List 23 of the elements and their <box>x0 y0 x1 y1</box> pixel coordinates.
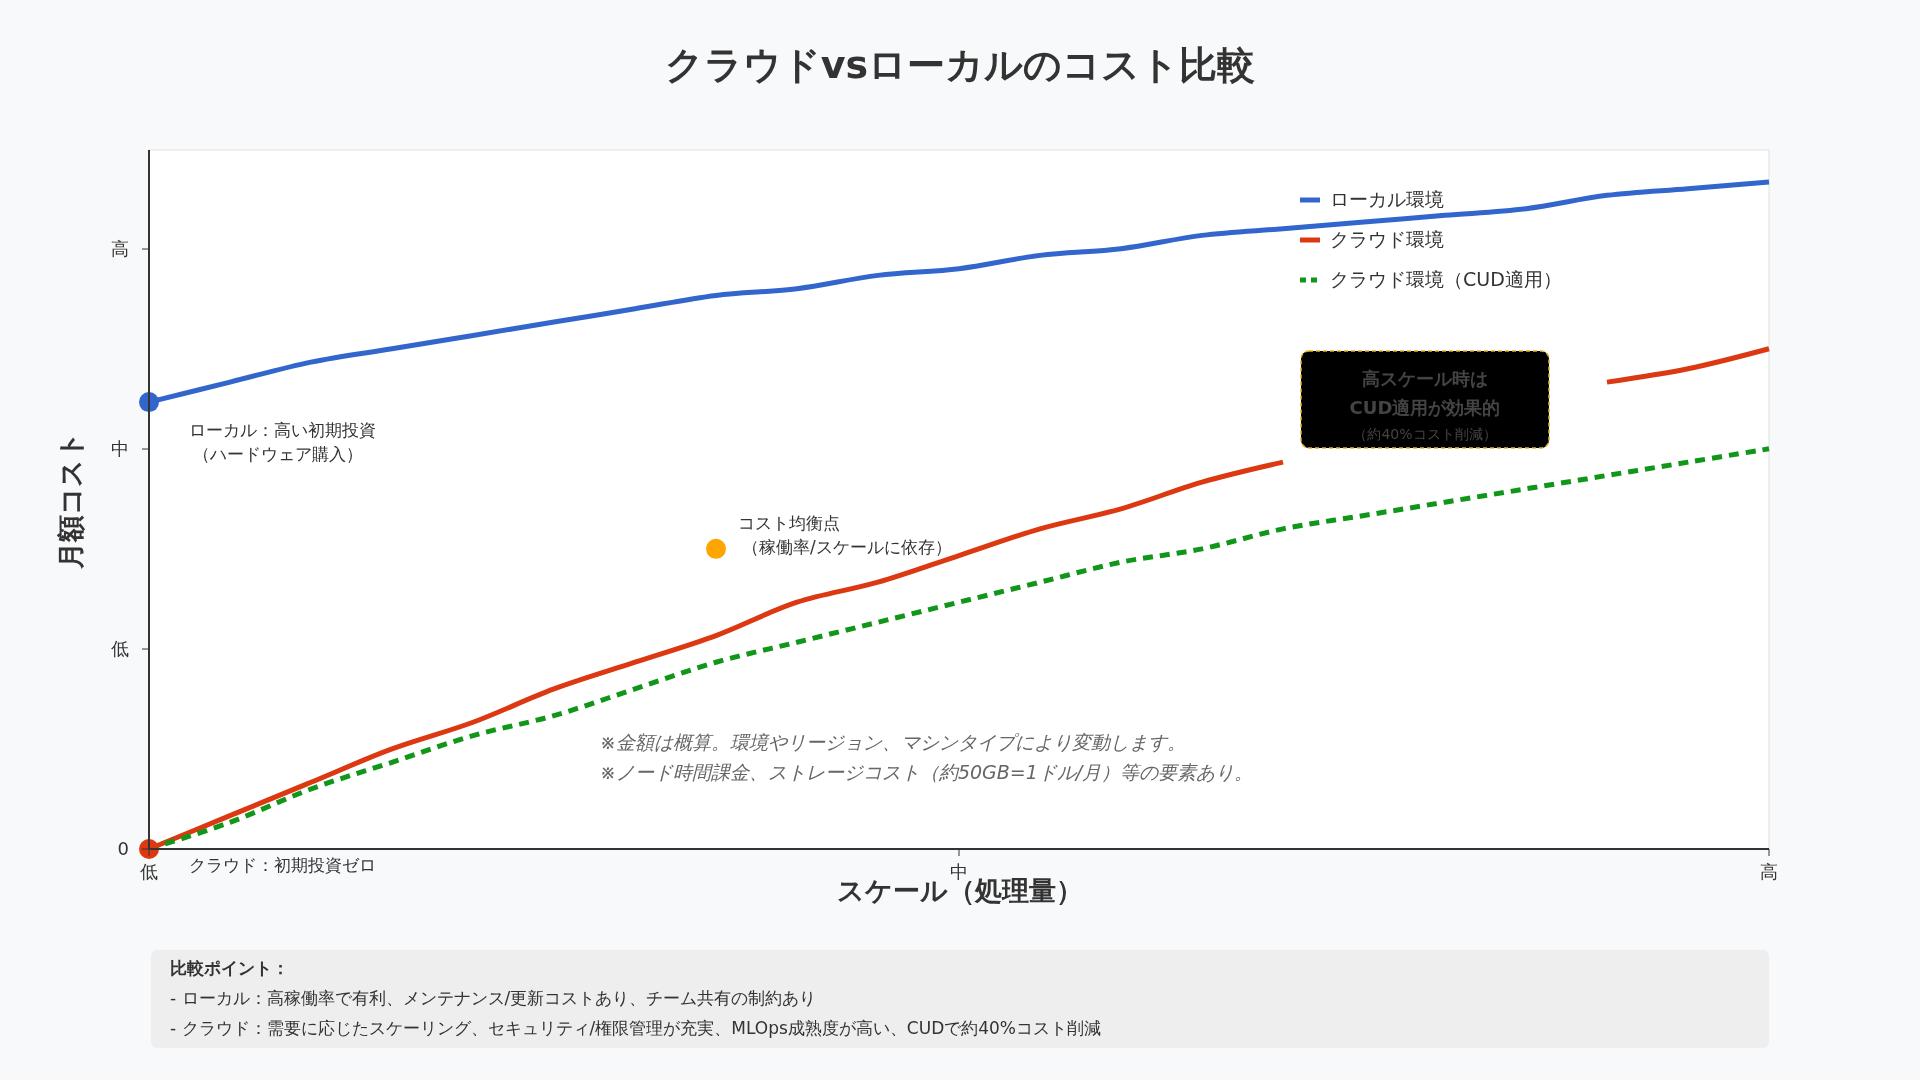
x-tick-label: 低 <box>140 861 158 882</box>
text: クラウド：初期投資ゼロ <box>189 855 376 875</box>
text: 低 <box>111 638 129 659</box>
annotation: 高スケール時は <box>1362 368 1488 389</box>
legend-label: ローカル環境 <box>1330 188 1444 210</box>
chart-title: クラウドvsローカルのコスト比較 <box>664 43 1256 87</box>
text: - クラウド：需要に応じたスケーリング、セキュリティ/権限管理が充実、MLOps成熟度が高い、CUDで約40%コスト削減 <box>170 1018 1102 1038</box>
annotation: ※ノード時間課金、ストレージコスト（約50GB=1ドル/月）等の要素あり。 <box>600 761 1254 783</box>
text: 高 <box>111 238 129 259</box>
x-tick-label: 中 <box>950 861 968 882</box>
text: 0 <box>117 838 129 859</box>
y-axis-title: 月額コスト <box>55 430 86 570</box>
annotation: コスト均衡点（稼働率/スケールに依存） <box>738 512 952 557</box>
text: 比較ポイント： <box>170 958 289 978</box>
annotation: （約40%コスト削減） <box>1353 426 1497 442</box>
legend-label: クラウド環境（CUD適用） <box>1330 268 1562 290</box>
annotation: CUD適用が効果的 <box>1349 397 1501 418</box>
legend-label: クラウド環境 <box>1330 228 1444 250</box>
annotation: ※金額は概算。環境やリージョン、マシンタイプにより変動します。 <box>600 731 1186 753</box>
text: - ローカル：高稼働率で有利、メンテナンス/更新コストあり、チーム共有の制約あり <box>170 988 817 1008</box>
text: 中 <box>111 438 129 459</box>
annotation: ローカル：高い初期投資（ハードウェア購入） <box>189 420 376 465</box>
x-tick-label: 高 <box>1760 861 1778 882</box>
